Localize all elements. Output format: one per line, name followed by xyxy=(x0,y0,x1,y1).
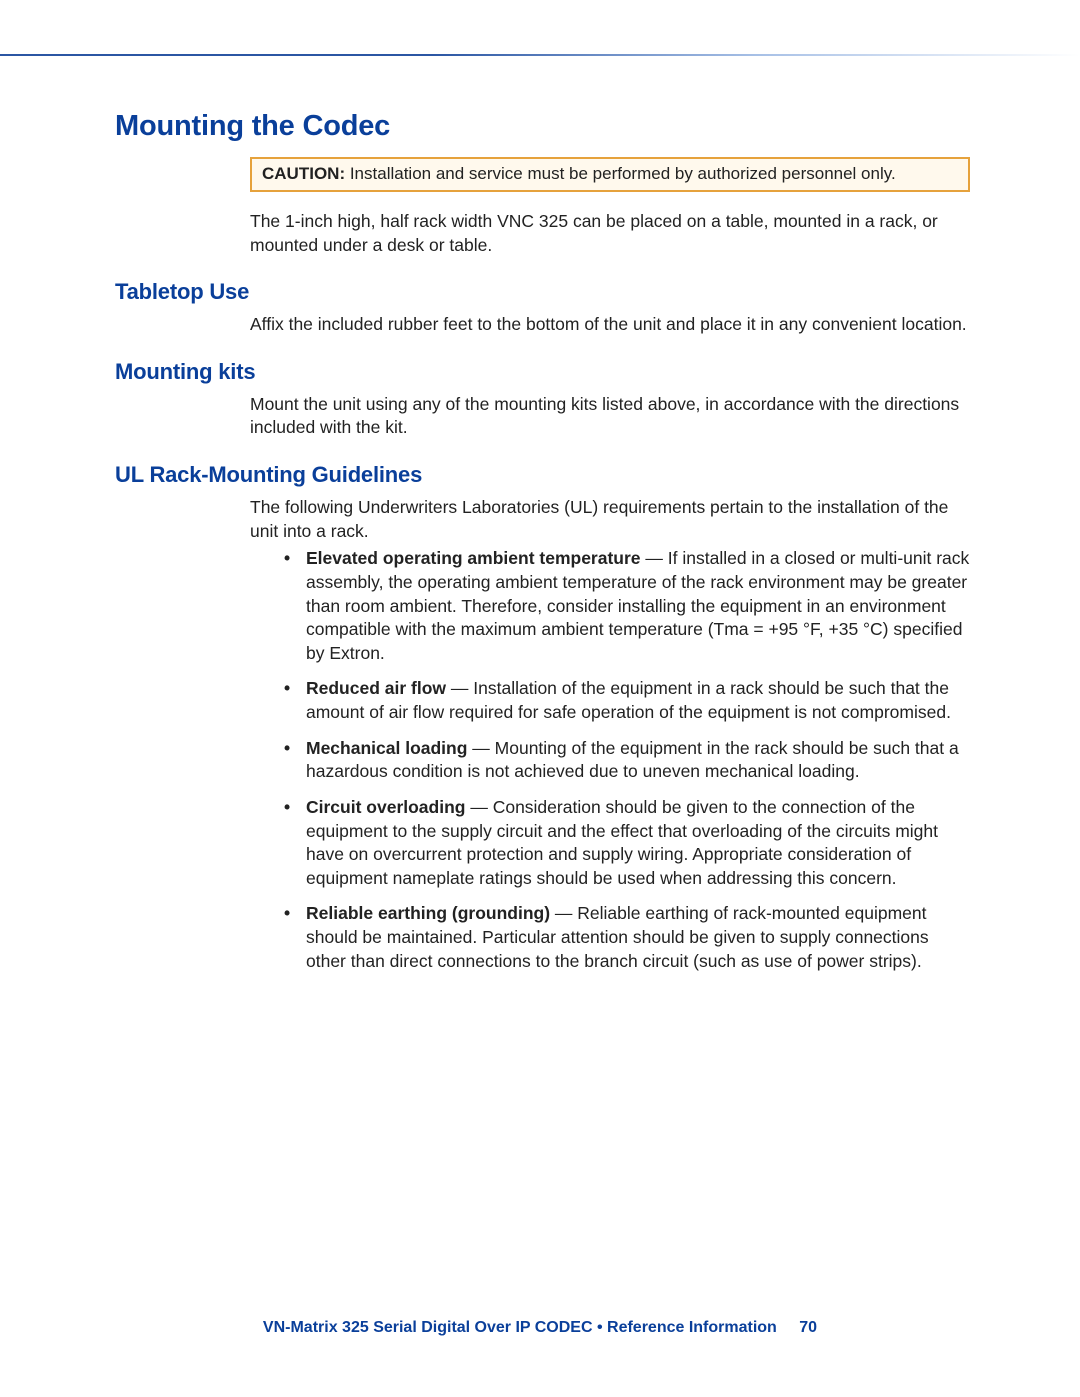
item-lead: Mechanical loading xyxy=(306,738,467,758)
item-lead: Circuit overloading xyxy=(306,797,465,817)
caution-text: Installation and service must be perform… xyxy=(345,164,896,183)
ul-intro: The following Underwriters Laboratories … xyxy=(250,496,970,543)
page-content: Mounting the Codec CAUTION: Installation… xyxy=(115,110,985,985)
list-item: Mechanical loading — Mounting of the equ… xyxy=(280,737,970,784)
ul-guidelines-list: Elevated operating ambient temperature —… xyxy=(280,547,970,973)
list-item: Elevated operating ambient temperature —… xyxy=(280,547,970,665)
list-item: Circuit overloading — Consideration shou… xyxy=(280,796,970,891)
heading-ul-guidelines: UL Rack-Mounting Guidelines xyxy=(115,462,985,488)
list-item: Reliable earthing (grounding) — Reliable… xyxy=(280,902,970,973)
caution-box: CAUTION: Installation and service must b… xyxy=(250,157,970,192)
footer-text: VN-Matrix 325 Serial Digital Over IP COD… xyxy=(263,1319,777,1336)
kits-body: Mount the unit using any of the mounting… xyxy=(250,393,970,440)
item-lead: Reduced air flow xyxy=(306,678,446,698)
item-lead: Reliable earthing (grounding) xyxy=(306,903,550,923)
heading-kits: Mounting kits xyxy=(115,359,985,385)
tabletop-body: Affix the included rubber feet to the bo… xyxy=(250,313,970,337)
page-footer: VN-Matrix 325 Serial Digital Over IP COD… xyxy=(0,1319,1080,1337)
item-lead: Elevated operating ambient temperature xyxy=(306,548,641,568)
footer-page-number: 70 xyxy=(799,1319,817,1336)
heading-tabletop: Tabletop Use xyxy=(115,279,985,305)
intro-text: The 1-inch high, half rack width VNC 325… xyxy=(250,210,970,257)
caution-label: CAUTION: xyxy=(262,164,345,183)
heading-mounting-codec: Mounting the Codec xyxy=(115,110,985,143)
list-item: Reduced air flow — Installation of the e… xyxy=(280,677,970,724)
top-rule xyxy=(0,54,1080,56)
